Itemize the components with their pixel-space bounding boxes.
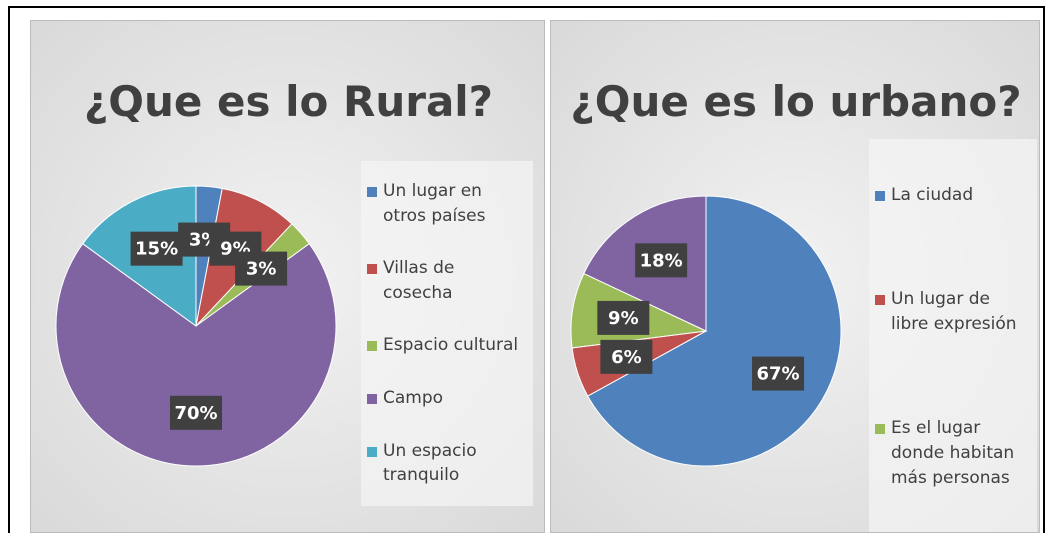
legend-swatch — [367, 264, 377, 275]
pie-slice — [55, 243, 337, 467]
legend: Un lugar en otros países Villas de cosech… — [361, 161, 533, 506]
legend-label: La ciudad — [891, 184, 974, 205]
legend-label: Es el lugar donde habitan más personas — [891, 418, 1015, 488]
label-box — [635, 243, 688, 278]
frame — [8, 6, 1045, 533]
label-box — [130, 231, 183, 266]
legend-label: Un espacio tranquilo — [383, 440, 477, 486]
legend-swatch — [875, 424, 885, 435]
chart-title: ¿Que es lo urbano? — [570, 77, 1021, 126]
legend: La ciudad Un lugar de libre expresión Es e… — [869, 139, 1037, 532]
data-label: 15% — [135, 239, 178, 260]
legend-swatch — [367, 341, 377, 352]
legend-item: Un lugar de libre expresión — [875, 287, 1031, 336]
legend-swatch — [367, 394, 377, 405]
label-box — [597, 300, 650, 335]
legend-item: Un espacio tranquilo — [367, 439, 527, 488]
legend-swatch — [875, 295, 885, 306]
data-label: 6% — [611, 347, 642, 368]
chart-title: ¿Que es lo Rural? — [84, 77, 493, 126]
legend-swatch — [875, 190, 885, 201]
label-box — [235, 251, 288, 286]
data-label: 3% — [246, 259, 277, 280]
legend-item: La ciudad — [875, 183, 1031, 208]
legend-label: Villas de cosecha — [383, 258, 455, 303]
legend-label: Un lugar de libre expresión — [891, 289, 1017, 334]
legend-label: Espacio cultural — [383, 335, 519, 356]
legend-swatch — [367, 446, 377, 457]
data-label: 67% — [756, 364, 799, 385]
chart: ¿Que es lo urbano? 67% 6% 9% 18% — [570, 77, 1022, 467]
legend-label: Un lugar en otros países — [383, 180, 486, 226]
data-label: 70% — [174, 403, 217, 424]
legend-label: Campo — [383, 388, 444, 409]
legend-item: Un lugar en otros países — [367, 179, 527, 228]
legend-item: Campo — [367, 386, 527, 411]
label-box — [752, 356, 805, 391]
chart-panel: ¿Que es lo Rural? 3% 9% 3% 70% 15% Un lugar en… — [30, 20, 545, 533]
legend-item: Espacio cultural — [367, 333, 527, 358]
data-label: 18% — [640, 250, 683, 271]
label-box — [170, 395, 222, 430]
data-label: 9% — [608, 308, 639, 329]
pie-slice — [587, 195, 842, 467]
legend-swatch — [367, 186, 377, 197]
legend-item: Villas de cosecha — [367, 256, 527, 305]
chart: ¿Que es lo Rural?3% 9%3%70%15% — [55, 77, 493, 467]
legend-item: Es el lugar donde habitan más personas — [875, 416, 1031, 490]
label-box — [600, 339, 653, 374]
chart-panel: ¿Que es lo urbano? 67% 6% 9% 18% La ciudad Un … — [550, 20, 1040, 533]
